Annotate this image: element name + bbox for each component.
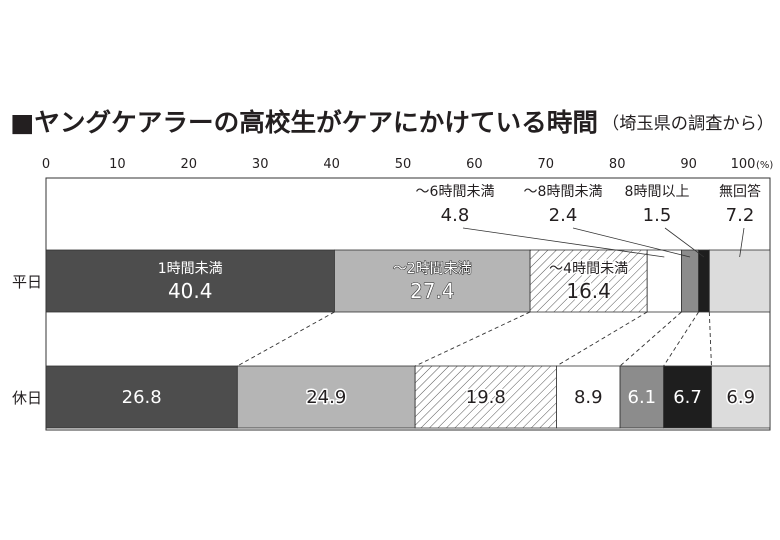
- segment-name-label: ～2時間未満: [393, 261, 472, 277]
- leader-line: [739, 227, 745, 258]
- bar-segment: [414, 365, 557, 429]
- x-tick-label: 50: [395, 157, 412, 172]
- x-tick-label: 90: [680, 157, 697, 172]
- x-tick-label: 20: [181, 157, 198, 172]
- connector-line: [708, 311, 712, 367]
- x-axis-unit: (%): [756, 160, 773, 171]
- data-label: 1.5: [643, 205, 672, 226]
- data-label: 6.1: [628, 387, 657, 408]
- segment-name-label: ～6時間未満: [416, 184, 495, 200]
- leader-line: [572, 227, 691, 258]
- connector-line: [556, 311, 648, 367]
- data-label: 16.4: [566, 279, 611, 303]
- bar-segment: [711, 365, 771, 429]
- category-label: 休日: [12, 389, 42, 407]
- bar-segment: [681, 249, 699, 313]
- data-label: 2.4: [549, 205, 578, 226]
- data-label: 24.9: [306, 387, 346, 408]
- x-tick-label: 100: [731, 157, 756, 172]
- x-tick-label: 70: [538, 157, 555, 172]
- leader-line: [664, 227, 705, 258]
- leader-line: [462, 227, 665, 258]
- x-tick-label: 40: [323, 157, 340, 172]
- bar-segment: [708, 249, 771, 313]
- data-label: 4.8: [441, 205, 470, 226]
- data-label: 7.2: [726, 205, 755, 226]
- data-label: 8.9: [574, 387, 603, 408]
- bar-segment: [334, 249, 531, 313]
- chart-title: ■ヤングケアラーの高校生がケアにかけている時間: [10, 108, 598, 137]
- segment-name-label: 8時間以上: [625, 184, 690, 200]
- connector-line: [237, 311, 335, 367]
- data-label: 6.9: [726, 387, 755, 408]
- bar-segment: [663, 365, 712, 429]
- category-label: 平日: [12, 273, 42, 291]
- bar-segment: [619, 365, 665, 429]
- data-label: 40.4: [168, 279, 213, 303]
- data-label: 26.8: [122, 387, 162, 408]
- data-label: 6.7: [673, 387, 702, 408]
- bar-segment: [236, 365, 416, 429]
- segment-name-label: ～8時間未満: [524, 184, 603, 200]
- bar-segment: [698, 249, 710, 313]
- x-tick-label: 80: [609, 157, 626, 172]
- x-tick-label: 30: [252, 157, 269, 172]
- bar-segment: [646, 249, 682, 313]
- segment-name-label: 無回答: [719, 183, 761, 200]
- bar-segment: [556, 365, 621, 429]
- connector-line: [663, 311, 699, 367]
- bar-segment: [45, 365, 238, 429]
- x-tick-label: 10: [109, 157, 126, 172]
- data-label: 27.4: [410, 279, 455, 303]
- segment-name-label: ～4時間未満: [549, 261, 628, 277]
- connector-line: [414, 311, 531, 367]
- bar-segment: [529, 249, 648, 313]
- data-label: 19.8: [466, 387, 506, 408]
- segment-name-label: 1時間未満: [158, 261, 223, 277]
- bar-segment: [45, 249, 335, 313]
- x-tick-label: 60: [466, 157, 483, 172]
- x-tick-label: 0: [42, 157, 50, 172]
- chart-subtitle: （埼玉県の調査から）: [602, 114, 774, 134]
